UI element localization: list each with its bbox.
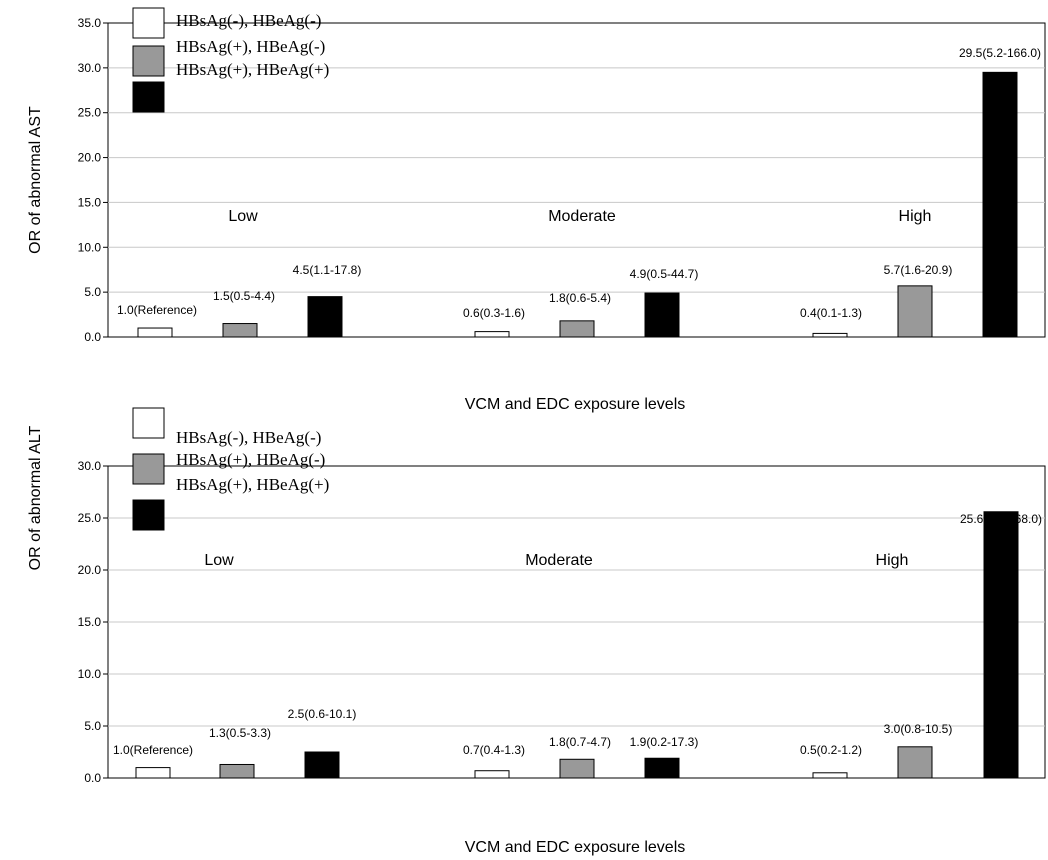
y-tick-label: 20.0	[78, 563, 102, 577]
legend-label-3: HBsAg(+), HBeAg(+)	[176, 60, 329, 79]
legend-label-1: HBsAg(-), HBeAg(-)	[176, 428, 321, 447]
data-label: 3.0(0.8-10.5)	[884, 722, 953, 736]
chart-alt: 0.0 5.0 10.0 15.0 20.0 25.0 30.0 OR of abnormal…	[27, 408, 1045, 856]
bar-low-series-3	[305, 752, 339, 778]
data-label: 4.5(1.1-17.8)	[293, 263, 362, 277]
legend-swatch-1	[133, 408, 164, 438]
legend-label-2: HBsAg(+), HBeAg(-)	[176, 450, 325, 469]
data-label: 1.9(0.2-17.3)	[630, 735, 699, 749]
data-label: 1.3(0.5-3.3)	[209, 726, 271, 740]
data-label: 2.5(0.6-10.1)	[288, 707, 357, 721]
category-label-moderate: Moderate	[525, 552, 593, 569]
bar-high-series-1	[813, 773, 847, 778]
bar-low-series-2	[223, 324, 257, 337]
y-tick-label: 30.0	[78, 61, 102, 75]
chart-ast: 0.0 5.0 10.0 15.0 20.0 25.0 30.0 35.0 OR of abno…	[27, 8, 1045, 413]
bar-low-series-3	[308, 297, 342, 337]
y-tick-label: 35.0	[78, 16, 102, 30]
legend-swatch-1	[133, 8, 164, 38]
x-axis-label: VCM and EDC exposure levels	[465, 839, 686, 856]
bar-moderate-series-2	[560, 759, 594, 778]
category-label-high: High	[876, 552, 909, 569]
y-tick-label: 5.0	[84, 719, 101, 733]
data-label: 0.6(0.3-1.6)	[463, 306, 525, 320]
bar-moderate-series-2	[560, 321, 594, 337]
category-label-low: Low	[228, 208, 258, 225]
y-tick-label: 0.0	[84, 330, 101, 344]
bar-high-series-3	[983, 72, 1017, 337]
legend-swatch-3	[133, 500, 164, 530]
legend: HBsAg(-), HBeAg(-) HBsAg(+), HBeAg(-) HBsA…	[133, 408, 329, 530]
legend-swatch-2	[133, 46, 164, 76]
bar-high-series-1	[813, 333, 847, 337]
y-tick-label: 25.0	[78, 106, 102, 120]
y-tick-label: 10.0	[78, 240, 102, 254]
data-label: 1.0(Reference)	[113, 743, 193, 757]
bar-moderate-series-1	[475, 332, 509, 337]
category-label-high: High	[899, 208, 932, 225]
data-label: 0.7(0.4-1.3)	[463, 743, 525, 757]
legend-label-2: HBsAg(+), HBeAg(-)	[176, 37, 325, 56]
y-tick-label: 15.0	[78, 195, 102, 209]
data-label: 1.8(0.7-4.7)	[549, 735, 611, 749]
category-label-moderate: Moderate	[548, 208, 616, 225]
data-label: 1.8(0.6-5.4)	[549, 291, 611, 305]
y-axis-label: OR of abnormal ALT	[27, 425, 44, 570]
data-label: 5.7(1.6-20.9)	[884, 263, 953, 277]
legend: HBsAg(-), HBeAg(-) HBsAg(+), HBeAg(-) HBsA…	[133, 8, 329, 112]
y-tick-label: 30.0	[78, 459, 102, 473]
data-label: 4.9(0.5-44.7)	[630, 267, 699, 281]
y-tick-label: 15.0	[78, 615, 102, 629]
x-axis-label: VCM and EDC exposure levels	[465, 396, 686, 413]
legend-label-3: HBsAg(+), HBeAg(+)	[176, 475, 329, 494]
bar-high-series-2	[898, 747, 932, 778]
data-label: 0.5(0.2-1.2)	[800, 743, 862, 757]
data-label: 1.5(0.5-4.4)	[213, 289, 275, 303]
category-label-low: Low	[204, 552, 234, 569]
y-tick-label: 10.0	[78, 667, 102, 681]
bar-moderate-series-3	[645, 758, 679, 778]
legend-swatch-2	[133, 454, 164, 484]
y-tick-label: 0.0	[84, 771, 101, 785]
bar-low-series-1	[138, 328, 172, 337]
y-tick-label: 5.0	[84, 285, 101, 299]
data-label: 1.0(Reference)	[117, 303, 197, 317]
data-label: 29.5(5.2-166.0)	[959, 46, 1041, 60]
bar-high-series-3	[984, 512, 1018, 778]
data-label: 0.4(0.1-1.3)	[800, 306, 862, 320]
bar-moderate-series-1	[475, 771, 509, 778]
y-axis-label: OR of abnormal AST	[27, 106, 44, 254]
data-label: 25.6(3.9-168.0)	[960, 512, 1042, 526]
y-tick-label: 20.0	[78, 151, 102, 165]
legend-swatch-3	[133, 82, 164, 112]
legend-label-1: HBsAg(-), HBeAg(-)	[176, 11, 321, 30]
bar-low-series-2	[220, 764, 254, 778]
bar-moderate-series-3	[645, 293, 679, 337]
y-tick-label: 25.0	[78, 511, 102, 525]
bar-low-series-1	[136, 768, 170, 778]
bar-high-series-2	[898, 286, 932, 337]
